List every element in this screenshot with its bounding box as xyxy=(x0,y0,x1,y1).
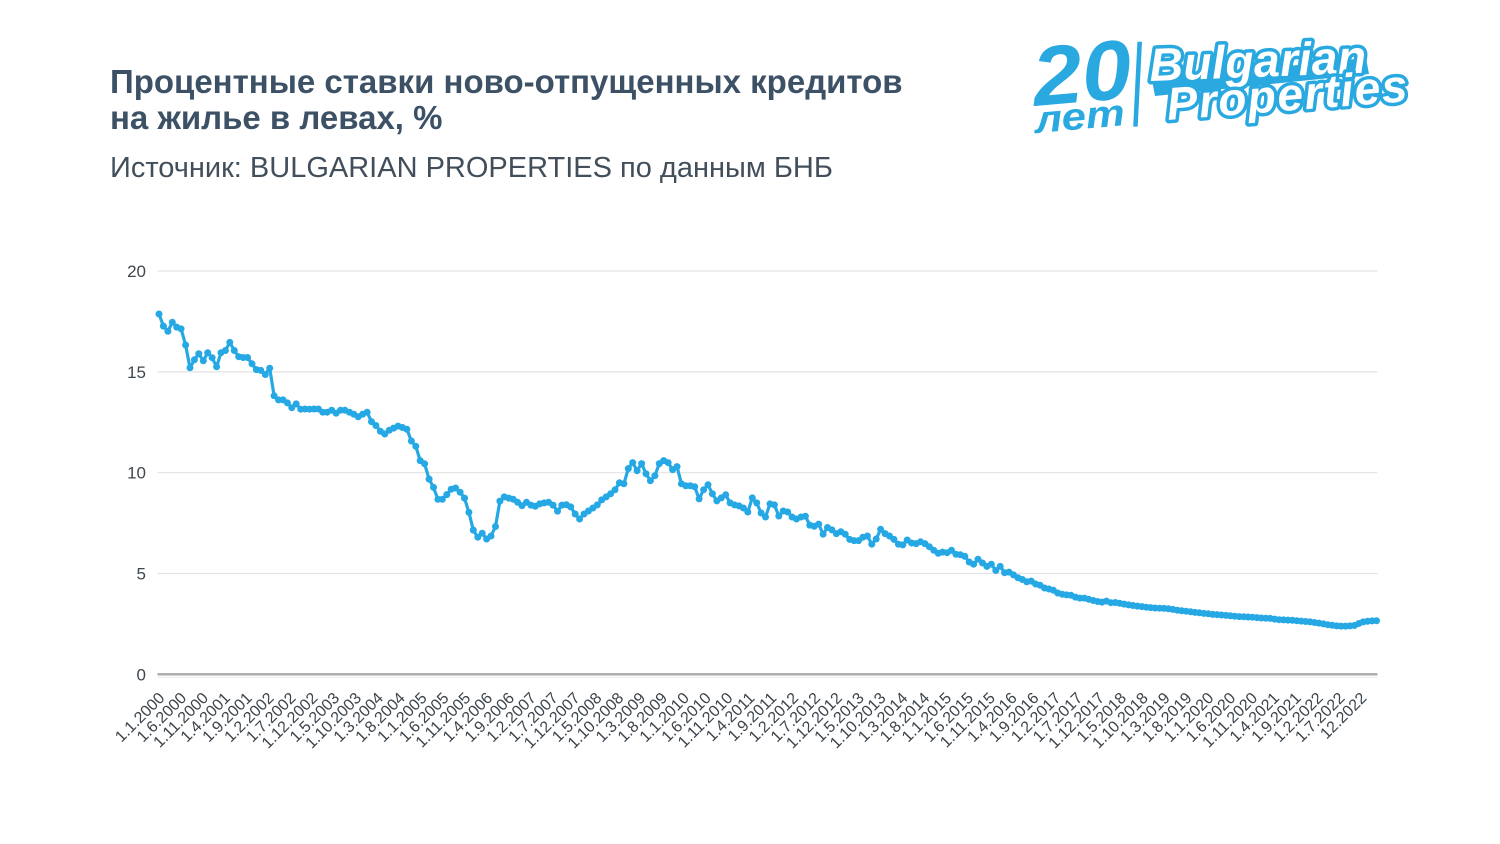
svg-text:Источник: BULGARIAN PROPERTIES: Источник: BULGARIAN PROPERTIES по данным… xyxy=(110,152,833,184)
svg-text:0: 0 xyxy=(137,665,146,684)
svg-text:лет: лет xyxy=(1031,92,1127,142)
svg-text:20: 20 xyxy=(127,262,146,281)
svg-text:на жилье в левах, %: на жилье в левах, % xyxy=(110,99,442,136)
svg-text:5: 5 xyxy=(137,565,146,584)
svg-text:20: 20 xyxy=(1026,22,1135,124)
svg-text:Properties: Properties xyxy=(1165,59,1411,130)
svg-text:Процентные ставки ново-отпущен: Процентные ставки ново-отпущенных кредит… xyxy=(110,63,903,100)
svg-text:15: 15 xyxy=(127,363,146,382)
svg-text:Bulgarian: Bulgarian xyxy=(1148,31,1367,91)
svg-text:10: 10 xyxy=(127,464,146,483)
